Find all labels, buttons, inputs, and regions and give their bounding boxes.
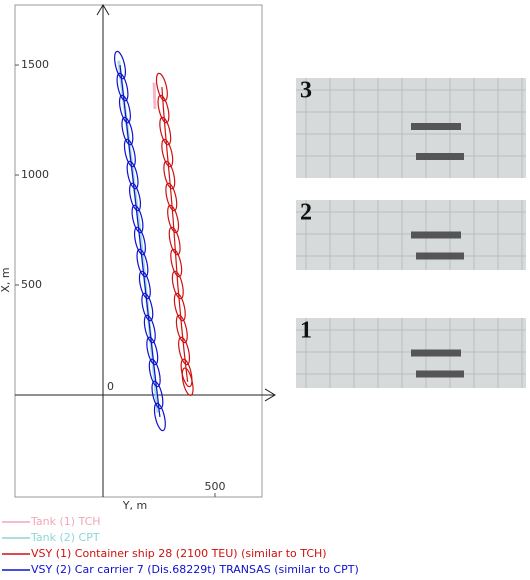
x-tick-label: 500 (204, 480, 225, 493)
photo-model (416, 252, 464, 260)
ship-outline (146, 336, 159, 366)
ship-outline (121, 116, 134, 146)
plot-frame (14, 4, 263, 498)
ship-outline (131, 204, 144, 234)
legend-label: Tank (1) TCH (30, 515, 101, 528)
y-axis-label: X, m (0, 267, 12, 292)
ship-outline (161, 138, 174, 168)
ship-outline (151, 380, 164, 410)
ship-outline (143, 314, 156, 344)
trajectory (119, 64, 161, 418)
photo-model (411, 231, 461, 239)
photo-label: 1 (300, 318, 312, 344)
ship-outline (178, 336, 191, 366)
ship-outline (181, 367, 194, 397)
ship-outline (148, 358, 161, 388)
photo-model (416, 153, 464, 160)
ship-outline (116, 72, 129, 102)
ship-outline (173, 292, 186, 322)
photo-label: 3 (300, 78, 312, 104)
ship-outline (126, 160, 139, 190)
legend-label: VSY (1) Container ship 28 (2100 TEU) (si… (31, 547, 327, 560)
ship-outline (171, 270, 184, 300)
y-tick-label: 1000 (21, 168, 49, 181)
ship-outline (163, 160, 176, 190)
y-axis-arrow (96, 4, 110, 16)
y-tick-label: 500 (21, 278, 42, 291)
x-tick-label: 0 (107, 380, 114, 393)
ship-outline (141, 292, 154, 322)
photo-model (416, 370, 464, 378)
x-axis-label: Y, m (122, 499, 147, 512)
y-tick-label: 1500 (21, 58, 49, 71)
trajectory (161, 86, 189, 382)
x-axis-arrow (264, 388, 276, 402)
ship-outline (118, 94, 131, 124)
ship-outline (159, 116, 172, 146)
photo-model (411, 349, 461, 357)
trajectory (152, 82, 157, 110)
ship-outline (133, 226, 146, 256)
legend-label: VSY (2) Car carrier 7 (Dis.68229t) TRANS… (31, 563, 359, 576)
ship-outline (114, 50, 127, 80)
ship-outline (153, 402, 166, 432)
ship-outline (123, 138, 136, 168)
photo-label: 2 (300, 200, 312, 226)
ship-outline (136, 248, 149, 278)
ship-outline (175, 314, 188, 344)
ship-outline (138, 270, 151, 300)
legend-label: Tank (2) CPT (30, 531, 100, 544)
photo-model (411, 123, 461, 130)
ship-outline (129, 182, 142, 212)
